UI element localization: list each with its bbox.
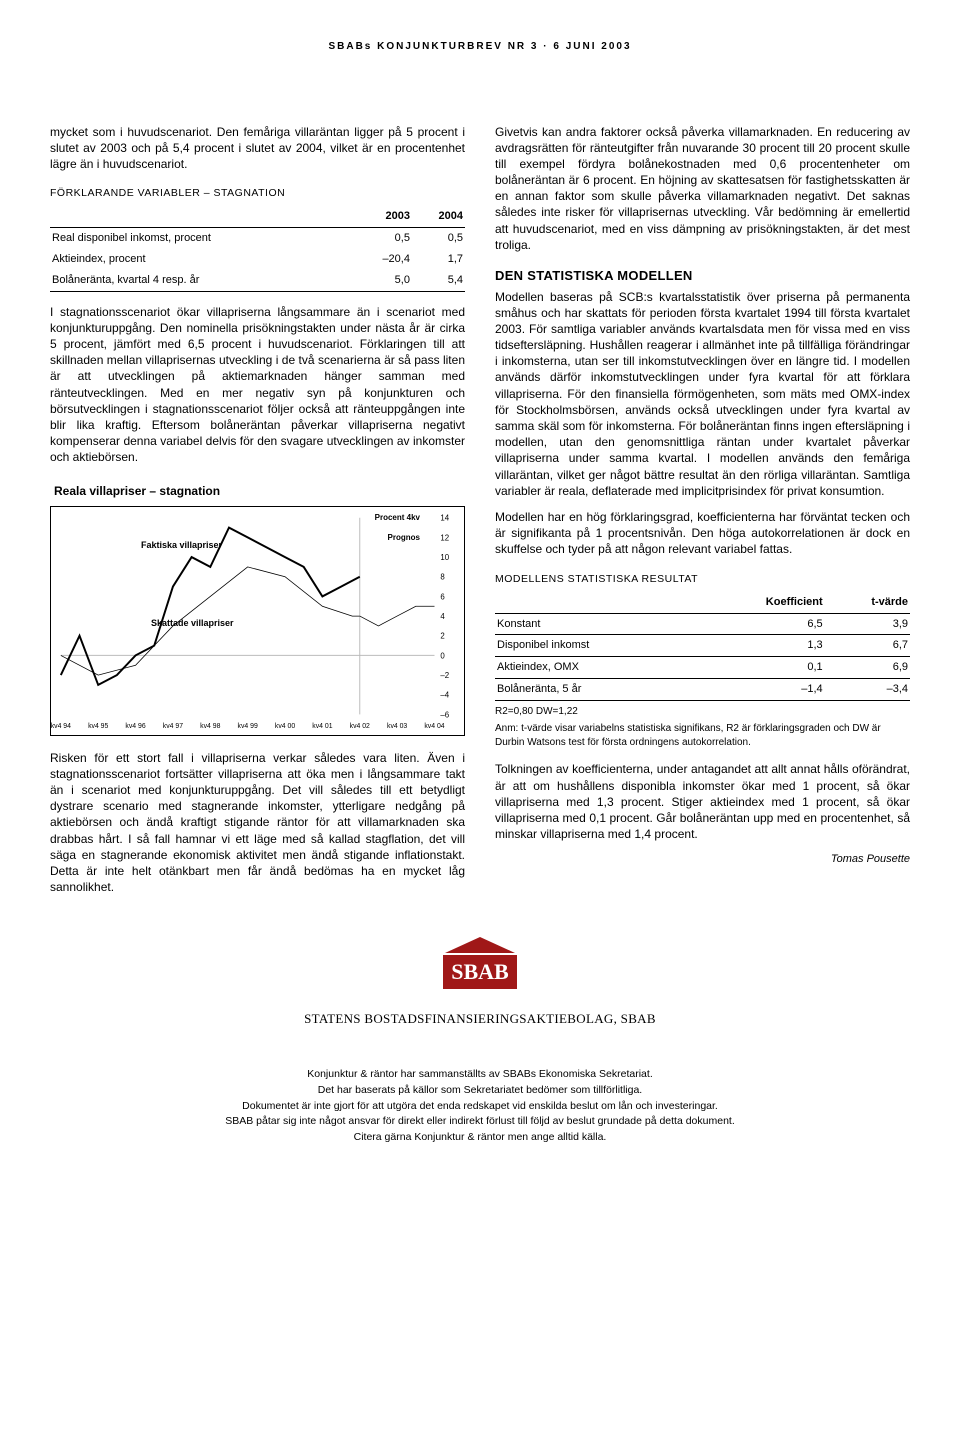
t2-r0c2: 3,9 [825, 613, 910, 635]
t2-r1c0: Disponibel inkomst [495, 635, 697, 657]
t1-r0c2: 0,5 [412, 228, 465, 249]
page-header: SBABs KONJUNKTURBREV NR 3 · 6 JUNI 2003 [50, 40, 910, 54]
t1-c2: 2004 [412, 206, 465, 227]
left-p3: Risken för ett stort fall i villaprisern… [50, 750, 465, 896]
svg-text:–6: –6 [440, 710, 449, 719]
t1-r2c0: Bolåneränta, kvartal 4 resp. år [50, 270, 353, 291]
svg-text:kv4 95: kv4 95 [88, 723, 108, 730]
logo-text: SBAB [451, 959, 509, 984]
svg-text:10: 10 [440, 553, 449, 562]
footer-line-2: Dokumentet är inte gjort för att utgöra … [50, 1099, 910, 1115]
svg-text:0: 0 [440, 651, 445, 660]
t2-r1c1: 1,3 [697, 635, 825, 657]
t2-r2c0: Aktieindex, OMX [495, 657, 697, 679]
svg-text:kv4 97: kv4 97 [163, 723, 183, 730]
t2-r2c2: 6,9 [825, 657, 910, 679]
footer-line-4: Citera gärna Konjunktur & räntor men ang… [50, 1130, 910, 1146]
t2-c2: t-värde [825, 592, 910, 613]
t1-r2c2: 5,4 [412, 270, 465, 291]
table1-title: FÖRKLARANDE VARIABLER – STAGNATION [50, 186, 465, 200]
svg-text:kv4 96: kv4 96 [125, 723, 145, 730]
svg-text:kv4 01: kv4 01 [312, 723, 332, 730]
svg-text:–2: –2 [440, 671, 449, 680]
table2-note2: Anm: t-värde visar variabelns statistisk… [495, 722, 910, 749]
svg-text:8: 8 [440, 572, 445, 581]
chart: 14 12 10 8 6 4 2 0 –2 –4 –6 kv4 94 kv4 95 kv4 96 kv4 … [50, 506, 465, 736]
svg-text:12: 12 [440, 533, 449, 542]
t1-r1c1: –20,4 [353, 249, 412, 270]
t1-r2c1: 5,0 [353, 270, 412, 291]
t2-r0c0: Konstant [495, 613, 697, 635]
t1-r1c2: 1,7 [412, 249, 465, 270]
table2: Koefficient t-värde Konstant6,53,9 Dispo… [495, 592, 910, 701]
logo: SBAB [50, 935, 910, 1001]
t2-r2c1: 0,1 [697, 657, 825, 679]
t1-r0c0: Real disponibel inkomst, procent [50, 228, 353, 249]
label-skattade: Skattade villapriser [151, 617, 234, 629]
t2-c1: Koefficient [697, 592, 825, 613]
svg-text:kv4 99: kv4 99 [238, 723, 258, 730]
t1-c1: 2003 [353, 206, 412, 227]
left-column: mycket som i huvudscenariot. Den femårig… [50, 124, 465, 906]
table2-title: MODELLENS STATISTISKA RESULTAT [495, 572, 910, 586]
svg-text:6: 6 [440, 592, 445, 601]
right-p4: Tolkningen av koefficienterna, under ant… [495, 761, 910, 842]
t1-c0 [50, 206, 353, 227]
footer: Konjunktur & räntor har sammanställts av… [50, 1067, 910, 1146]
org-name: STATENS BOSTADSFINANSIERINGSAKTIEBOLAG, … [50, 1010, 910, 1028]
table2-note1: R2=0,80 DW=1,22 [495, 705, 910, 719]
svg-text:4: 4 [440, 612, 445, 621]
right-p1: Givetvis kan andra faktorer också påverk… [495, 124, 910, 254]
t2-r0c1: 6,5 [697, 613, 825, 635]
svg-text:2: 2 [440, 631, 444, 640]
svg-text:kv4 00: kv4 00 [275, 723, 295, 730]
right-column: Givetvis kan andra faktorer också påverk… [495, 124, 910, 906]
label-prognos: Prognos [388, 533, 420, 544]
label-procent: Procent 4kv [375, 513, 420, 524]
footer-line-1: Det har baserats på källor som Sekretari… [50, 1083, 910, 1099]
right-p2: Modellen baseras på SCB:s kvartalsstatis… [495, 289, 910, 499]
t2-c0 [495, 592, 697, 613]
t2-r3c2: –3,4 [825, 679, 910, 701]
footer-line-3: SBAB påtar sig inte något ansvar för dir… [50, 1114, 910, 1130]
svg-text:kv4 02: kv4 02 [350, 723, 370, 730]
t2-r3c0: Bolåneränta, 5 år [495, 679, 697, 701]
svg-text:kv4 98: kv4 98 [200, 723, 220, 730]
label-faktiska: Faktiska villapriser [141, 539, 222, 551]
t1-r1c0: Aktieindex, procent [50, 249, 353, 270]
svg-text:kv4 04: kv4 04 [424, 723, 444, 730]
t1-r0c1: 0,5 [353, 228, 412, 249]
t2-r1c2: 6,7 [825, 635, 910, 657]
left-intro: mycket som i huvudscenariot. Den femårig… [50, 124, 465, 173]
left-p2: I stagnationsscenariot ökar villaprisern… [50, 304, 465, 466]
right-p3: Modellen har en hög förklaringsgrad, koe… [495, 509, 910, 558]
footer-line-0: Konjunktur & räntor har sammanställts av… [50, 1067, 910, 1083]
right-h2: DEN STATISTISKA MODELLEN [495, 267, 910, 285]
table1: 2003 2004 Real disponibel inkomst, proce… [50, 206, 465, 291]
chart-title: Reala villapriser – stagnation [54, 483, 465, 499]
svg-text:kv4 03: kv4 03 [387, 723, 407, 730]
author: Tomas Pousette [495, 852, 910, 867]
svg-text:kv4 94: kv4 94 [51, 723, 71, 730]
svg-text:14: 14 [440, 513, 449, 522]
svg-text:–4: –4 [440, 690, 449, 699]
t2-r3c1: –1,4 [697, 679, 825, 701]
